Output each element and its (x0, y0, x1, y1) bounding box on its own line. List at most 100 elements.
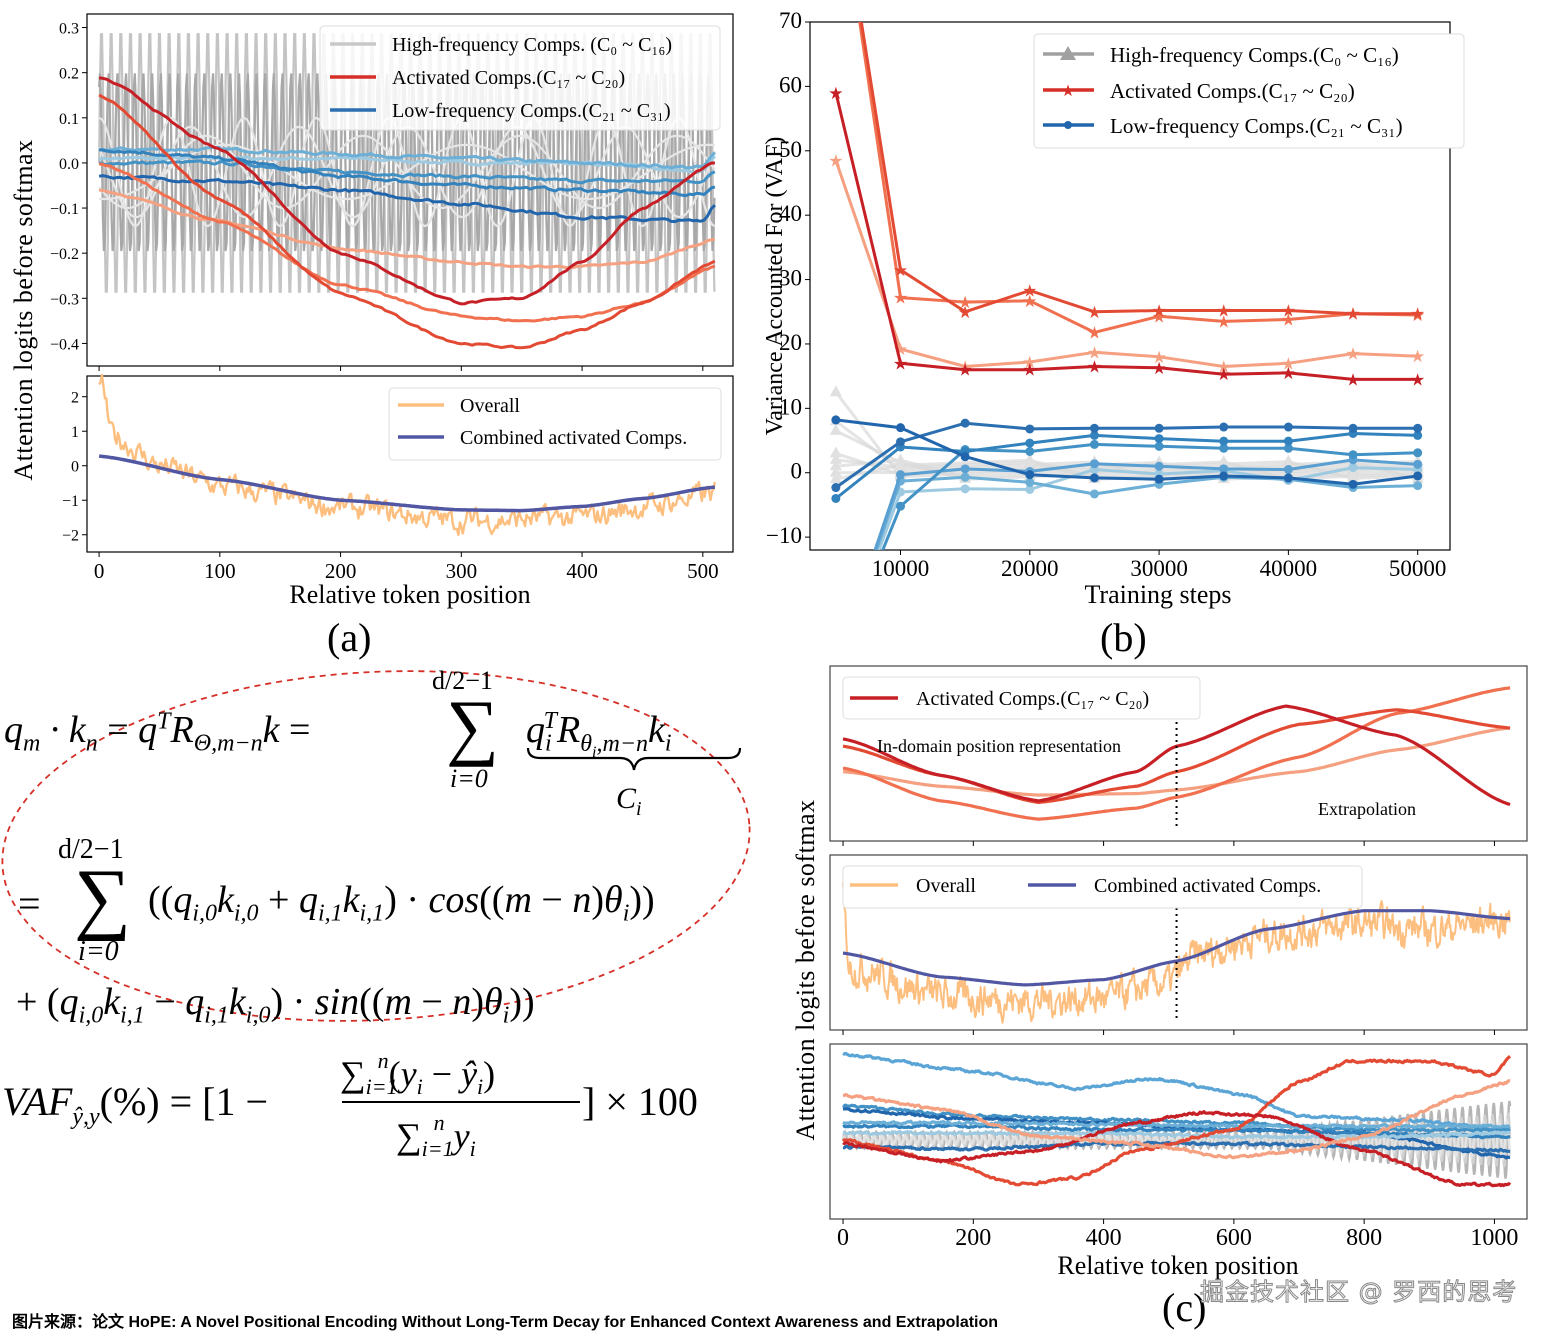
x-tick-label: 30000 (1130, 556, 1188, 581)
star-marker: ★ (1022, 361, 1037, 380)
underbrace (526, 747, 742, 771)
legend-c-top: Activated Comps.(C₁₇ ~ C₂₀) (842, 676, 1201, 720)
legend-c-middle: Overall Combined activated Comps. (842, 865, 1363, 909)
star-marker: ★ (828, 151, 843, 170)
series-line (842, 1103, 1511, 1133)
eq1-sum-lower: i=0 (450, 764, 488, 793)
series-line (873, 458, 1418, 550)
series-line (98, 76, 715, 306)
star-marker: ★ (1410, 370, 1425, 389)
legend-label-overall: Overall (916, 875, 976, 897)
dot-marker (960, 464, 970, 474)
panel-label-c: (c) (1162, 1285, 1207, 1330)
series-line (881, 442, 1418, 550)
star-marker: ★ (1087, 357, 1102, 376)
dot-marker (1413, 471, 1423, 481)
star-marker: ★ (828, 84, 843, 103)
y-tick-label: 0.3 (59, 21, 79, 38)
dot-marker (1154, 423, 1164, 433)
vaf-rhs: ] × 100 (582, 1079, 698, 1124)
dot-marker (960, 484, 970, 494)
star-marker: ★ (1216, 301, 1231, 320)
triangle-marker (829, 385, 842, 397)
legend-label-combined: Combined activated Comps. (1094, 875, 1321, 897)
dot-marker (1348, 463, 1358, 473)
series-line (834, 159, 1418, 368)
star-marker: ★ (1345, 305, 1360, 324)
eq2-sum-upper: d/2−1 (58, 834, 124, 865)
dot-marker (1089, 489, 1099, 499)
series-line (834, 92, 1418, 381)
y-axis-label-b: Variance Accounted For (VAF) (762, 137, 788, 436)
x-tick-label: 500 (687, 559, 719, 583)
series-line (877, 466, 1418, 550)
y-tick-label: 50 (779, 137, 802, 162)
axes-frame (809, 21, 1451, 551)
dot-marker (1089, 439, 1099, 449)
y-tick-label: 30 (779, 266, 802, 291)
star-marker: ★ (1022, 353, 1037, 372)
axes-frame (829, 665, 1528, 842)
star-marker: ★ (1151, 359, 1166, 378)
dot-marker (1025, 446, 1035, 456)
watermark: 掘金技术社区 @ 罗西的思考 (1199, 1278, 1518, 1307)
star-marker: ★ (1216, 357, 1231, 376)
y-tick-label: 10 (779, 394, 802, 419)
dot-marker (896, 437, 906, 447)
vaf-denominator: ∑i=1n yi (396, 1110, 476, 1162)
eq2-sum-lower: i=0 (78, 936, 119, 967)
star-marker: ★ (958, 361, 973, 380)
triangle-marker (829, 452, 842, 464)
dot-marker (1089, 423, 1099, 433)
star-marker: ★ (1281, 354, 1296, 373)
series-line (98, 159, 716, 185)
figure-caption: 图片来源：论文 HoPE: A Novel Positional Encodin… (12, 1314, 999, 1331)
annotation-in-domain: In-domain position representation (877, 736, 1121, 756)
dot-marker (960, 418, 970, 428)
axes-frame (86, 13, 734, 367)
dot-marker (1219, 464, 1229, 474)
star-marker: ★ (893, 289, 908, 308)
star-marker: ★ (958, 357, 973, 376)
dot-marker (1413, 423, 1423, 433)
axes-frame (829, 854, 1528, 1031)
star-marker: ★ (893, 354, 908, 373)
eq3-body: + (qi,0ki,1 − qi,1ki,0) · sin((m − n)θi)… (16, 981, 535, 1029)
eq1-term: qiTRθi,m−nki (526, 708, 672, 761)
star-marker: ★ (958, 303, 973, 322)
dot-marker (1219, 436, 1229, 446)
series-line (842, 686, 1511, 821)
x-tick-label: 50000 (1389, 556, 1447, 581)
triangle-marker (829, 459, 842, 471)
panel-label-a: (a) (327, 615, 372, 660)
dot-marker (1154, 434, 1164, 444)
star-marker: ★ (1281, 364, 1296, 383)
dot-marker (1089, 430, 1099, 440)
dot-marker (1025, 484, 1035, 494)
legend-frame (1033, 33, 1465, 149)
series-line (98, 162, 716, 323)
star-marker: ★ (893, 261, 908, 280)
axes-frame (829, 1043, 1528, 1220)
vaf-lhs: VAFŷ,y(%) = [1 − (2, 1079, 269, 1130)
star-marker: ★ (1087, 303, 1102, 322)
x-tick-label: 400 (1086, 1225, 1122, 1251)
dot-marker (1283, 443, 1293, 453)
dot-marker (1413, 448, 1423, 458)
legend-label-activated: Activated Comps.(C₁₇ ~ C₂₀) (916, 688, 1149, 710)
dot-marker (1025, 424, 1035, 434)
annotation-extrapolation: Extrapolation (1318, 799, 1416, 819)
x-tick-label: 400 (566, 559, 598, 583)
legend-label-high-freq: High-frequency Comps.(C₀ ~ C₁₆) (1110, 43, 1399, 67)
dot-marker (1413, 481, 1423, 491)
legend-label-high-freq: High-frequency Comps. (C₀ ~ C₁₆) (392, 34, 672, 56)
x-tick-label: 600 (1216, 1225, 1252, 1251)
x-axis-label-c: Relative token position (1057, 1251, 1298, 1280)
y-axis-label-c: Attention logits before softmax (791, 799, 820, 1140)
dot-marker (1413, 459, 1423, 469)
x-tick-label: 800 (1346, 1225, 1382, 1251)
dot-marker (1154, 461, 1164, 471)
legend-a-bottom: Overall Combined activated Comps. (388, 387, 722, 461)
dot-marker (1219, 471, 1229, 481)
star-marker: ★ (1345, 345, 1360, 364)
